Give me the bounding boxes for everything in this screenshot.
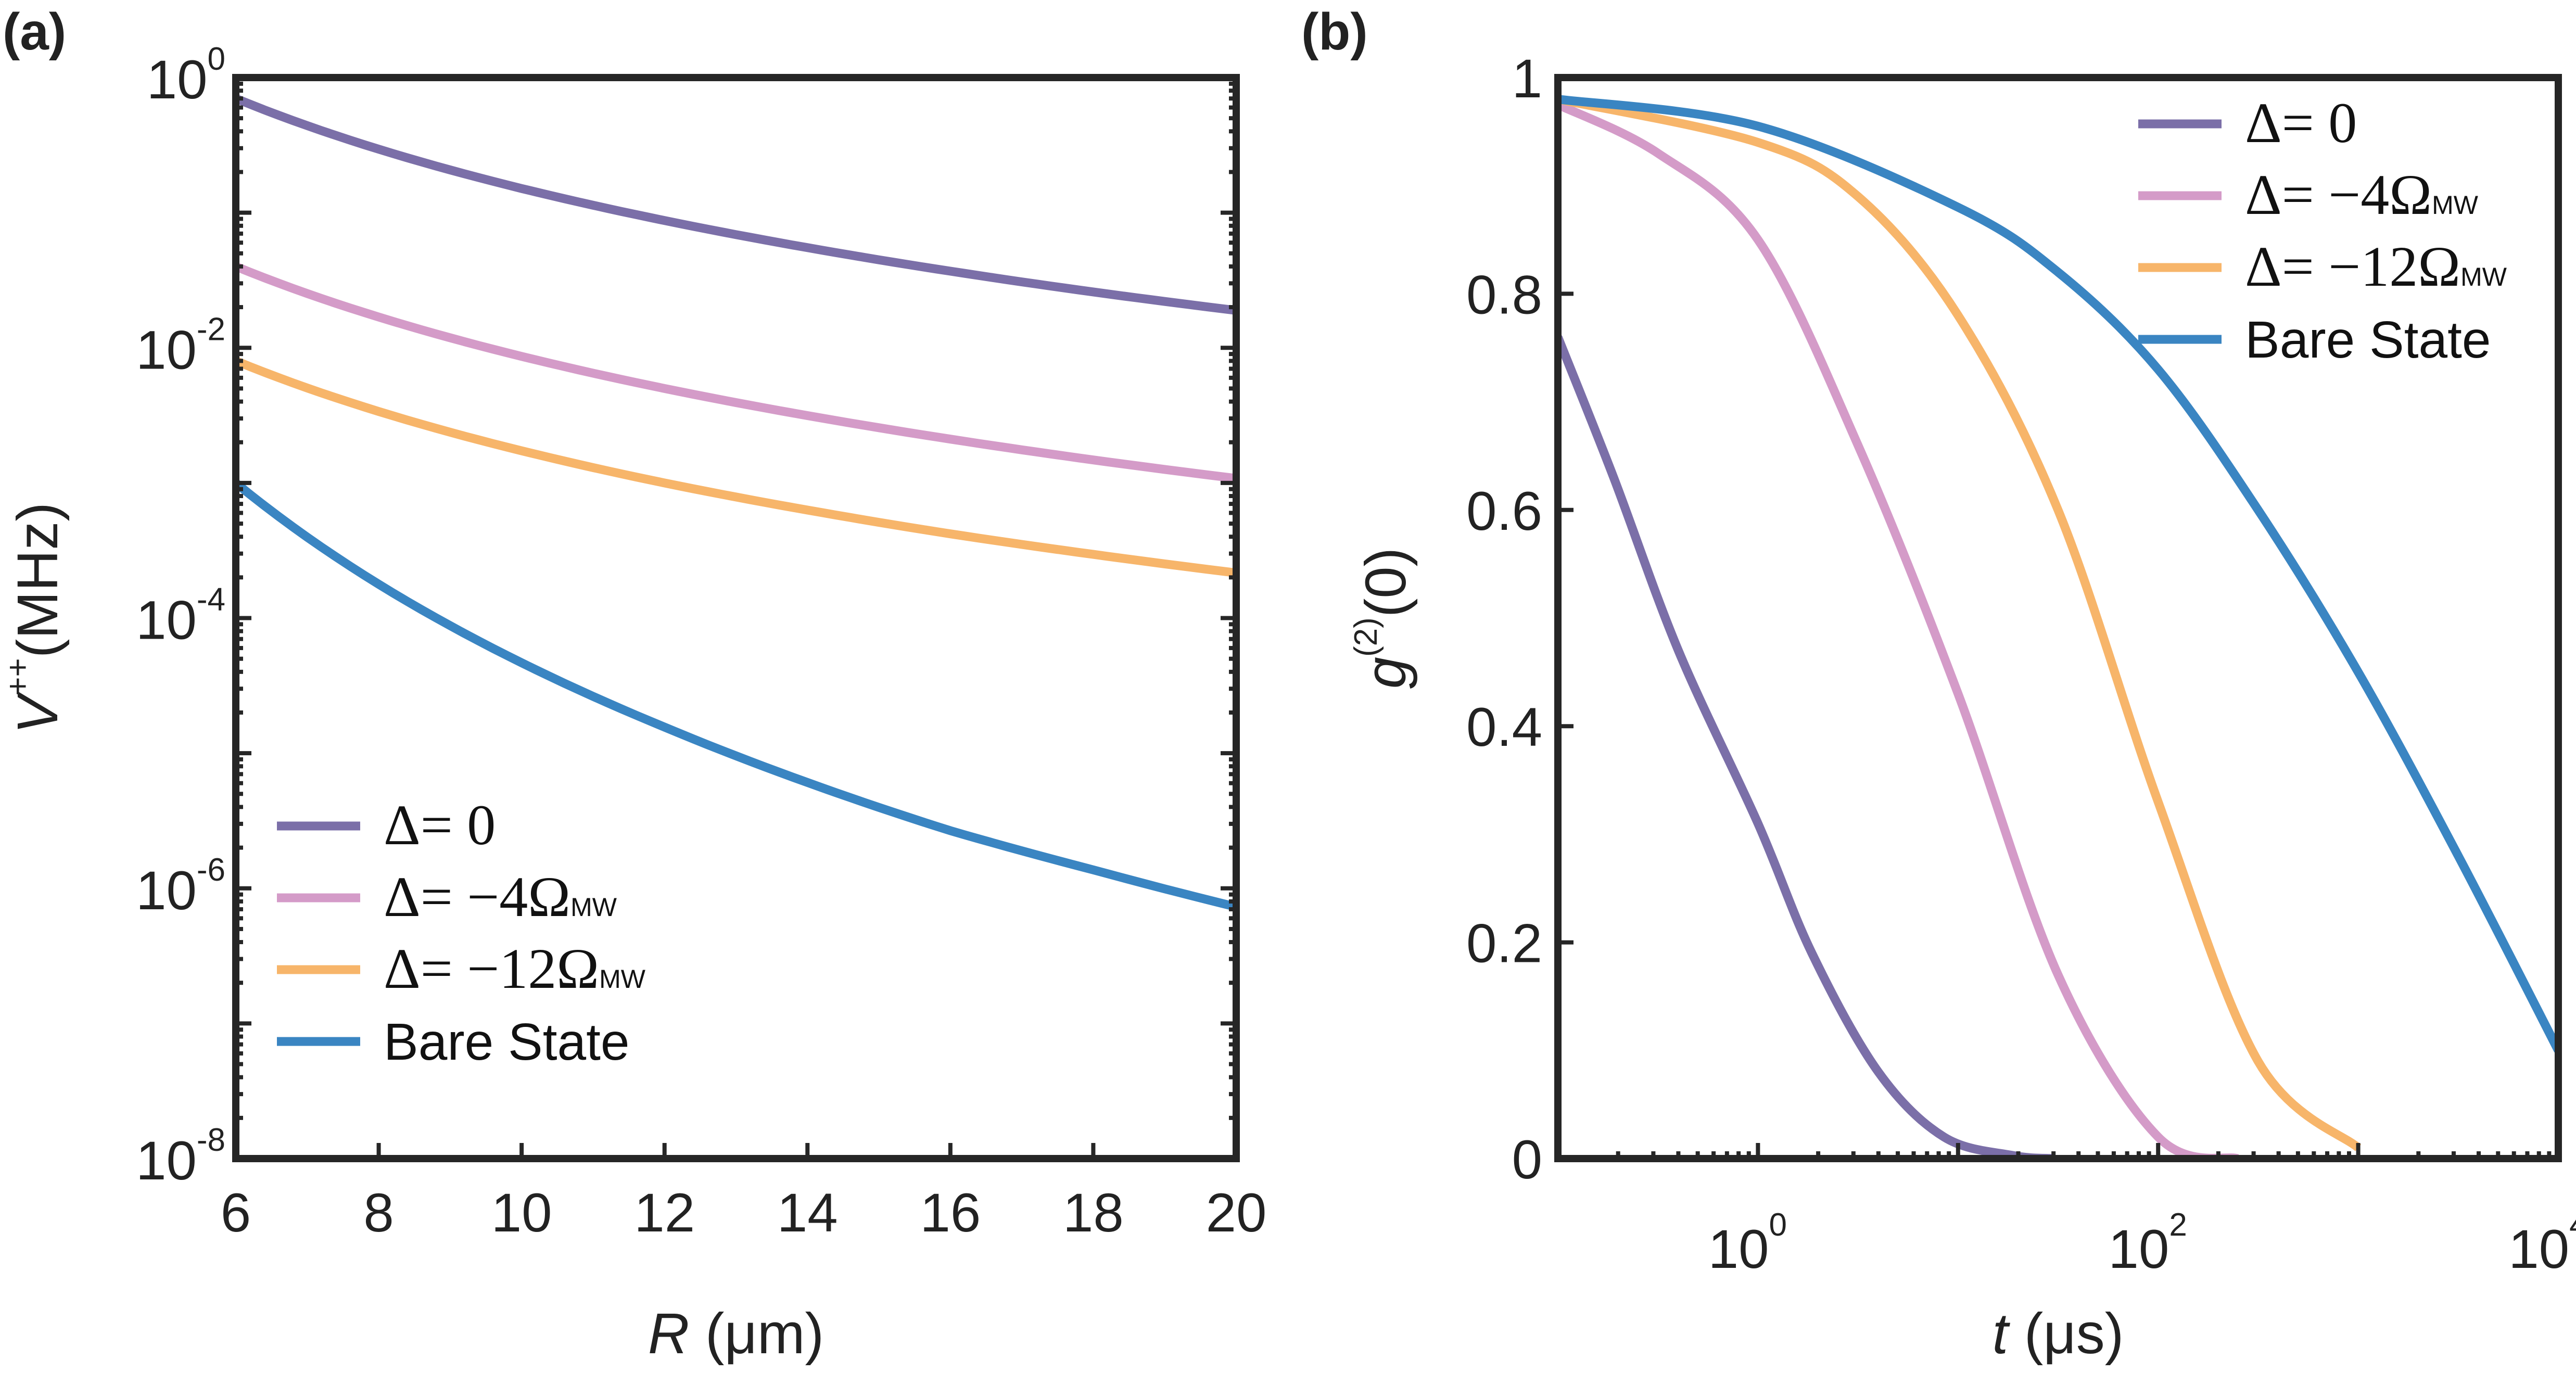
y-tick-label: 0.8 <box>1466 264 1542 325</box>
y-tick-label: 10-8 <box>136 1122 225 1191</box>
series-line-2 <box>236 357 1236 578</box>
y-tick-label: 0.4 <box>1466 697 1542 758</box>
x-tick-label: 16 <box>920 1183 981 1243</box>
y-tick-label: 100 <box>147 41 225 110</box>
y-tick-label: 0.2 <box>1466 913 1542 974</box>
x-tick-label: 14 <box>777 1183 838 1243</box>
x-tick-label: 100 <box>1708 1207 1787 1280</box>
panel-b: (b) 0 0.2 0.4 0.6 0.8 1 100 102 104 t (μs) g(2)(0) Δ… <box>1301 3 2576 1366</box>
panel-label: (a) <box>3 3 66 61</box>
x-tick-label: 18 <box>1063 1183 1124 1243</box>
x-tick-label: 6 <box>221 1183 251 1243</box>
legend-label-3: Bare State <box>384 1013 630 1071</box>
x-axis-label: t (μs) <box>1993 1302 2124 1366</box>
x-tick-label: 102 <box>2109 1207 2187 1280</box>
x-tick-label: 12 <box>634 1183 695 1243</box>
legend-label-1: Δ= −4ΩMW <box>2245 163 2479 226</box>
y-tick-label: 10-4 <box>136 582 225 651</box>
x-tick-label: 8 <box>363 1183 394 1243</box>
y-tick-label: 0.6 <box>1466 481 1542 542</box>
y-axis-label: g(2)(0) <box>1348 548 1418 689</box>
legend-label-0: Δ= 0 <box>384 793 496 857</box>
series-line-1 <box>1558 100 2239 1159</box>
y-tick-label: 10-2 <box>136 311 225 380</box>
legend-label-1: Δ= −4ΩMW <box>384 865 617 929</box>
series-line-3 <box>1558 95 2558 1053</box>
legend-label-2: Δ= −12ΩMW <box>2245 235 2507 298</box>
legend-label-0: Δ= 0 <box>2245 91 2357 155</box>
x-tick-label: 20 <box>1206 1183 1267 1243</box>
legend-label-2: Δ= −12ΩMW <box>384 937 646 1000</box>
y-tick-label: 1 <box>1512 48 1542 109</box>
panel-a: (a) 100 10-2 10-4 10-6 10-86 8 10 12 14 16 18 20 R (μ… <box>0 3 1266 1366</box>
series-line-2 <box>1558 95 2362 1151</box>
y-tick-label: 10-6 <box>136 852 225 921</box>
x-tick-label: 104 <box>2508 1207 2576 1280</box>
series-line-0 <box>1558 335 2054 1159</box>
axes-frame <box>1554 74 2562 1162</box>
series-line-3 <box>236 479 1236 911</box>
x-axis-label: R (μm) <box>648 1302 824 1366</box>
y-tick-label: 0 <box>1512 1129 1542 1190</box>
panel-label: (b) <box>1301 3 1368 61</box>
series-line-1 <box>236 262 1236 483</box>
series-line-0 <box>236 94 1236 315</box>
y-axis-label: V++(MHz) <box>0 502 70 734</box>
x-tick-label: 10 <box>491 1183 552 1243</box>
legend-label-3: Bare State <box>2245 311 2491 369</box>
